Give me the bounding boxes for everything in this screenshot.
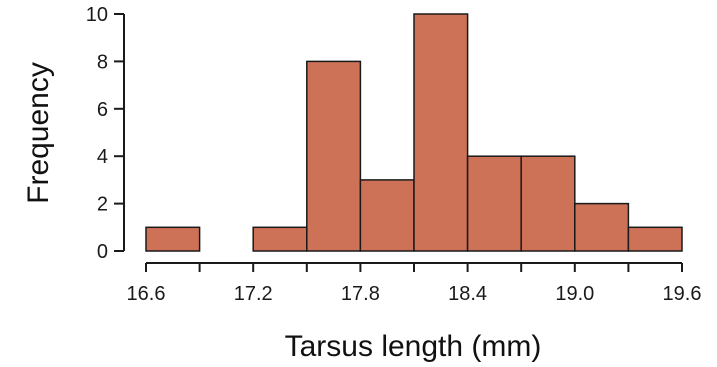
- x-tick-label-18.4: 18.4: [448, 283, 487, 305]
- y-tick-label-4: 4: [97, 146, 108, 168]
- histogram-bar-3: [252, 226, 308, 252]
- histogram-bar-10: [627, 226, 683, 252]
- y-tick-label-8: 8: [97, 51, 108, 73]
- x-tick-label-17.8: 17.8: [341, 283, 380, 305]
- y-tick-label-6: 6: [97, 99, 108, 121]
- histogram-bar-8: [520, 155, 576, 252]
- x-tick-label-16.6: 16.6: [127, 283, 166, 305]
- y-tick-label-2: 2: [97, 194, 108, 216]
- histogram-bar-7: [466, 155, 522, 252]
- y-tick-label-10: 10: [86, 4, 108, 26]
- histogram-bar-5: [359, 179, 415, 252]
- bars-group: [145, 13, 683, 252]
- histogram-bar-4: [306, 60, 362, 252]
- x-axis-title: Tarsus length (mm): [285, 330, 542, 363]
- histogram-bar-9: [574, 202, 630, 252]
- x-tick-label-19.0: 19.0: [555, 283, 594, 305]
- y-tick-label-0: 0: [97, 241, 108, 263]
- histogram-bar-6: [413, 13, 469, 252]
- histogram-bar-1: [145, 226, 201, 252]
- x-tick-label-19.6: 19.6: [663, 283, 702, 305]
- y-axis: 0 2 4 6 8 10: [86, 4, 125, 263]
- x-axis: 16.6 17.2 17.8 18.4 19.0 19.6: [127, 262, 702, 305]
- y-axis-title: Frequency: [22, 62, 55, 204]
- x-tick-label-17.2: 17.2: [234, 283, 273, 305]
